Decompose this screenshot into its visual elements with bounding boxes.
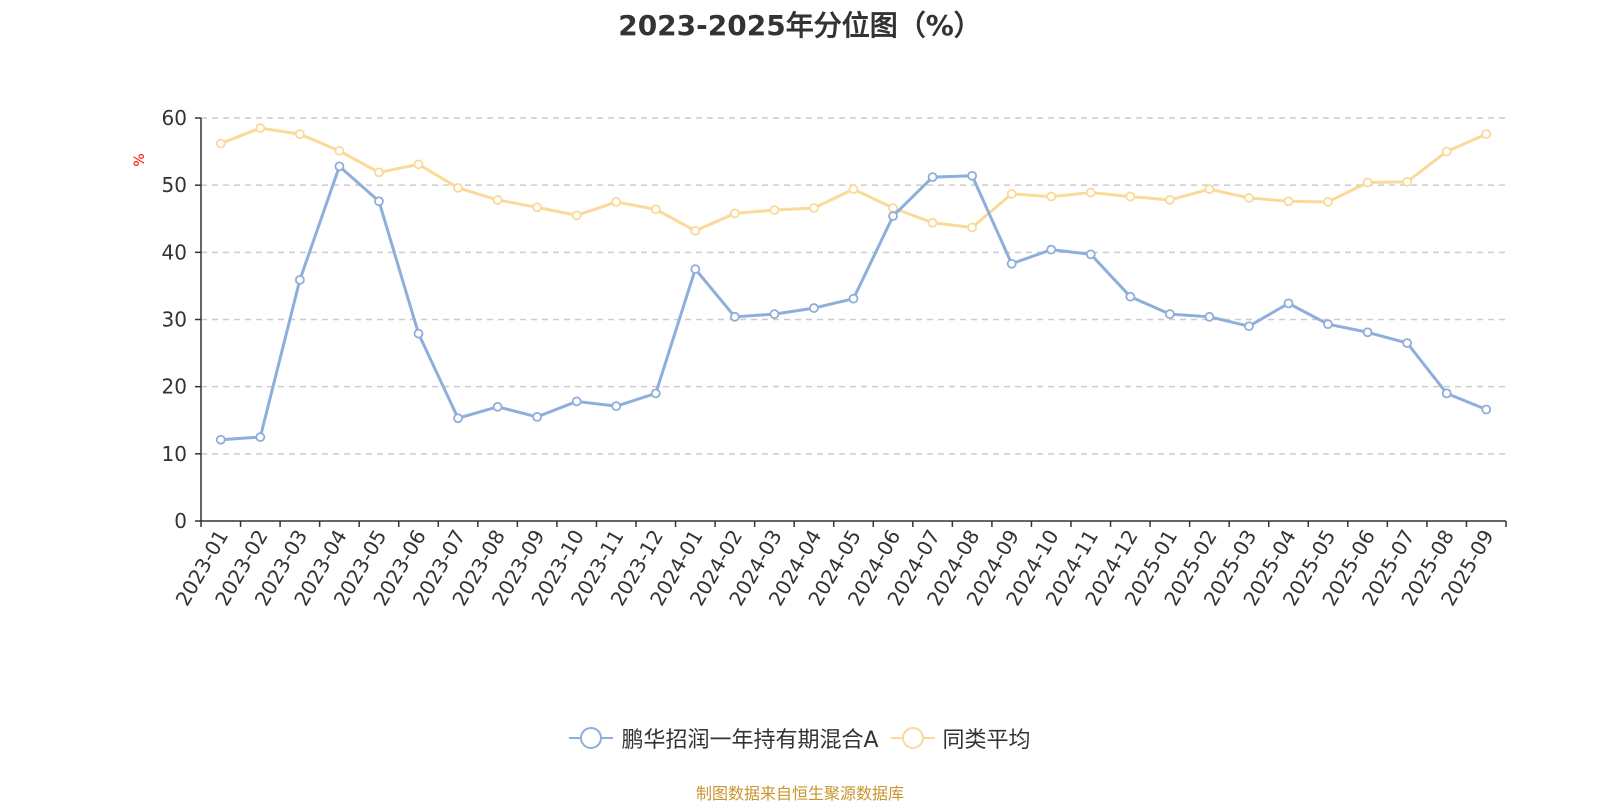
data-point	[1441, 388, 1452, 399]
data-point	[1046, 244, 1057, 255]
data-point	[848, 184, 859, 195]
series-line-1	[220, 126, 1487, 233]
data-point	[1441, 146, 1452, 157]
data-point	[492, 195, 503, 205]
data-point	[453, 413, 463, 424]
data-point	[1085, 249, 1096, 260]
data-point	[927, 172, 938, 183]
data-point	[1323, 197, 1333, 207]
y-tick-label: 0	[174, 509, 187, 533]
y-tick-label: 40	[162, 240, 187, 264]
data-point	[215, 434, 226, 445]
data-point	[571, 210, 582, 221]
data-point	[334, 146, 345, 156]
data-point	[888, 211, 898, 221]
data-point	[809, 303, 819, 313]
data-point	[1046, 191, 1057, 202]
data-point	[255, 123, 266, 133]
data-point	[690, 264, 701, 275]
data-point	[1481, 404, 1492, 415]
y-tick-label: 10	[162, 442, 187, 466]
data-point	[215, 138, 226, 149]
data-point	[294, 274, 305, 285]
data-point	[1164, 195, 1175, 205]
data-point	[1006, 258, 1017, 269]
data-point	[927, 217, 938, 228]
data-point	[888, 203, 898, 213]
data-point	[1125, 291, 1136, 302]
data-point	[1362, 327, 1373, 338]
data-point	[413, 159, 424, 170]
source-note: 制图数据来自恒生聚源数据库	[695, 784, 904, 803]
data-point	[492, 401, 503, 412]
legend-item-fund[interactable]: 鹏华招润一年持有期混合A	[569, 722, 879, 754]
legend-item-average[interactable]: 同类平均	[890, 722, 1031, 754]
data-point	[611, 197, 622, 207]
data-point	[532, 411, 543, 422]
data-point	[650, 204, 661, 215]
series-lines	[215, 123, 1492, 445]
y-tick-label: 20	[162, 375, 187, 399]
y-tick-label: 30	[162, 308, 187, 332]
data-point	[967, 222, 978, 233]
data-point	[1481, 129, 1492, 140]
y-axis-label: %	[132, 153, 148, 166]
data-point	[1323, 319, 1333, 330]
data-point	[1283, 196, 1294, 207]
legend: 鹏华招润一年持有期混合A 同类平均	[0, 722, 1600, 754]
data-point	[1085, 187, 1096, 198]
data-point	[571, 396, 582, 407]
data-point	[1125, 191, 1136, 202]
data-point	[769, 309, 780, 320]
axes: 01020304050602023-012023-022023-032023-0…	[162, 106, 1507, 610]
legend-label-average: 同类平均	[942, 728, 1031, 753]
data-point	[1204, 184, 1215, 195]
data-point	[413, 328, 424, 339]
data-point	[967, 170, 978, 181]
y-tick-label: 50	[162, 173, 187, 197]
y-tick-label: 60	[162, 106, 187, 130]
data-point	[374, 167, 384, 178]
data-point	[1204, 311, 1215, 322]
data-point	[729, 311, 740, 322]
data-point	[611, 401, 622, 412]
data-point	[1283, 298, 1294, 309]
data-point	[374, 196, 384, 207]
data-point	[650, 388, 661, 399]
data-point	[255, 432, 266, 442]
data-point	[729, 208, 740, 219]
legend-marker-average	[890, 727, 935, 749]
data-point	[690, 225, 701, 236]
data-point	[848, 293, 859, 304]
data-point	[1244, 193, 1254, 203]
data-point	[1244, 321, 1254, 332]
legend-label-fund: 鹏华招润一年持有期混合A	[621, 728, 879, 753]
legend-marker-fund	[569, 727, 614, 749]
data-point	[453, 182, 463, 193]
data-point	[1402, 338, 1413, 348]
data-point	[809, 203, 819, 213]
data-point	[769, 205, 780, 215]
data-point	[1362, 177, 1373, 188]
data-point	[1402, 176, 1413, 187]
data-point	[294, 129, 305, 140]
data-point	[334, 161, 345, 172]
data-point	[532, 202, 543, 213]
chart-title: 2023-2025年分位图（%）	[618, 9, 982, 42]
data-point	[1164, 309, 1175, 320]
data-point	[1006, 188, 1017, 199]
